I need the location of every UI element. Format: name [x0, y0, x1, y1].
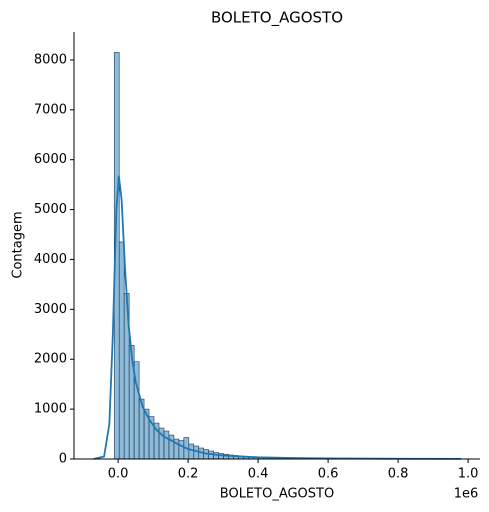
x-tick-label: 0.8 — [388, 467, 409, 482]
y-tick-label: 8000 — [34, 52, 67, 67]
y-tick-label: 5000 — [34, 202, 67, 217]
bar — [118, 241, 125, 460]
x-tick-label: 0.2 — [178, 467, 199, 482]
x-offset-label: 1e6 — [454, 487, 479, 502]
bar — [188, 443, 195, 460]
y-tick-label: 2000 — [34, 352, 67, 367]
y-tick-label: 3000 — [34, 302, 67, 317]
y-tick-label: 7000 — [34, 102, 67, 117]
y-tick-label: 4000 — [34, 252, 67, 267]
y-tick-label: 1000 — [34, 402, 67, 417]
chart-title: BOLETO_AGOSTO — [211, 9, 343, 28]
y-axis-label: Contagem — [11, 211, 26, 278]
x-axis-label: BOLETO_AGOSTO — [220, 487, 334, 502]
kde-line — [93, 175, 462, 460]
x-tick-label: 0.4 — [248, 467, 269, 482]
y-tick-label: 6000 — [34, 152, 67, 167]
bar — [178, 440, 185, 460]
y-tick-label: 0 — [59, 452, 67, 467]
x-tick-label: 0.0 — [108, 467, 129, 482]
x-tick-label: 0.6 — [318, 467, 339, 482]
x-tick-label: 1.0 — [458, 467, 479, 482]
bar — [163, 430, 170, 460]
bar — [193, 445, 200, 460]
